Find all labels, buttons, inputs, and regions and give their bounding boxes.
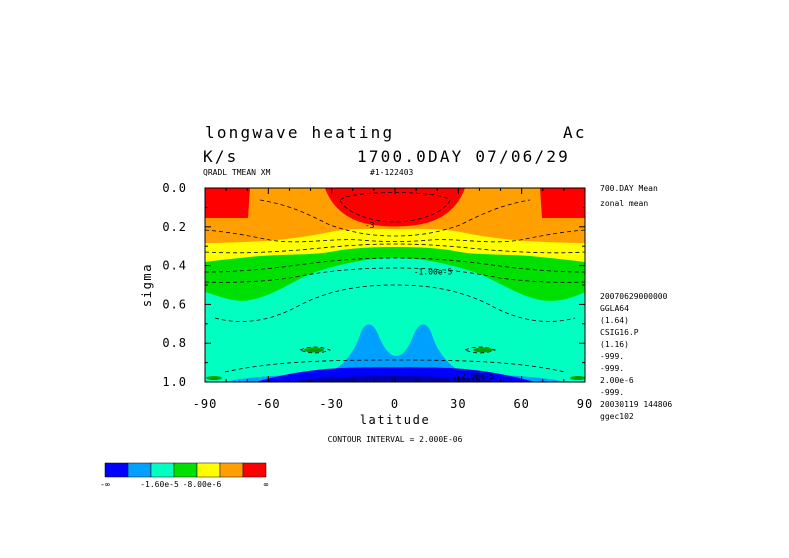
x-tick-label: 0 [391,397,399,411]
band-red-right [540,188,585,218]
x-tick-label: -90 [193,397,218,411]
y-tick-label: 0.0 [162,181,187,195]
x-tick-label: -30 [319,397,344,411]
y-tick-label: 0.4 [162,259,187,273]
side-info-line: ggec102 [600,412,634,421]
legend-swatch [127,462,152,478]
side-info-line: -999. [600,364,624,373]
x-tick-labels: -90 -60 -30 0 30 60 90 [193,397,593,411]
side-info-line: zonal mean [600,199,648,208]
legend-label: -8.00e-6 [183,480,222,489]
experiment-label: Ac [563,123,587,142]
side-info-line: (1.16) [600,340,629,349]
chart-title: longwave heating [205,123,394,142]
y-tick-label: 0.8 [162,336,187,350]
color-legend: -∞ -1.60e-5 -8.00e-6 ∞ [100,462,269,489]
side-info-line: CSIG16.P [600,328,639,337]
contour-label: -3 [365,221,375,230]
run-id: #1-122403 [370,168,414,177]
side-info-line: 20030119 144806 [600,400,672,409]
contour-lines [205,192,585,373]
x-tick-label: 30 [450,397,466,411]
contour-label: -2.00e-5 [456,372,495,381]
y-axis-label: sigma [140,263,154,307]
side-info-line: GGLA64 [600,304,629,313]
plot-area: -1.00e-5 -3 -2.00e-5 [205,188,585,382]
contour-label: -1.00e-5 [414,267,453,276]
side-info-line: -999. [600,388,624,397]
x-tick-label: 60 [513,397,529,411]
x-tick-label: -60 [256,397,281,411]
units-label: K/s [203,147,239,166]
contour-labels: -1.00e-5 -3 -2.00e-5 [365,221,495,381]
side-info-line: (1.64) [600,316,629,325]
side-info-line: 700.DAY Mean [600,184,658,193]
legend-label: -1.60e-5 [140,480,179,489]
y-tick-label: 1.0 [162,375,187,389]
legend-label: -∞ [100,480,110,489]
legend-swatch [104,462,129,478]
x-axis-label: latitude [360,413,431,427]
band-red-left [205,188,250,218]
legend-swatch [150,462,175,478]
time-label: 1700.0DAY 07/06/29 [357,147,570,166]
y-tick-labels: 0.0 0.2 0.4 0.6 0.8 1.0 [162,181,187,389]
legend-swatch [219,462,244,478]
legend-swatch [242,462,267,478]
variable-name: QRADL TMEAN XM [203,168,271,177]
side-info-line: 2.00e-6 [600,376,634,385]
y-tick-label: 0.6 [162,297,187,311]
axis-ticks [204,187,586,383]
side-info-line: 20070629000000 [600,292,668,301]
side-info-line: -999. [600,352,624,361]
band-red-center [325,188,465,227]
side-info: 700.DAY Mean zonal mean 20070629000000 GGLA… [600,184,672,421]
contour-specks [206,347,585,380]
legend-label: ∞ [264,480,269,489]
contour-interval-note: CONTOUR INTERVAL = 2.000E-06 [328,435,463,444]
y-tick-label: 0.2 [162,220,187,234]
legend-swatch [173,462,198,478]
x-tick-label: 90 [577,397,593,411]
legend-swatch [196,462,221,478]
